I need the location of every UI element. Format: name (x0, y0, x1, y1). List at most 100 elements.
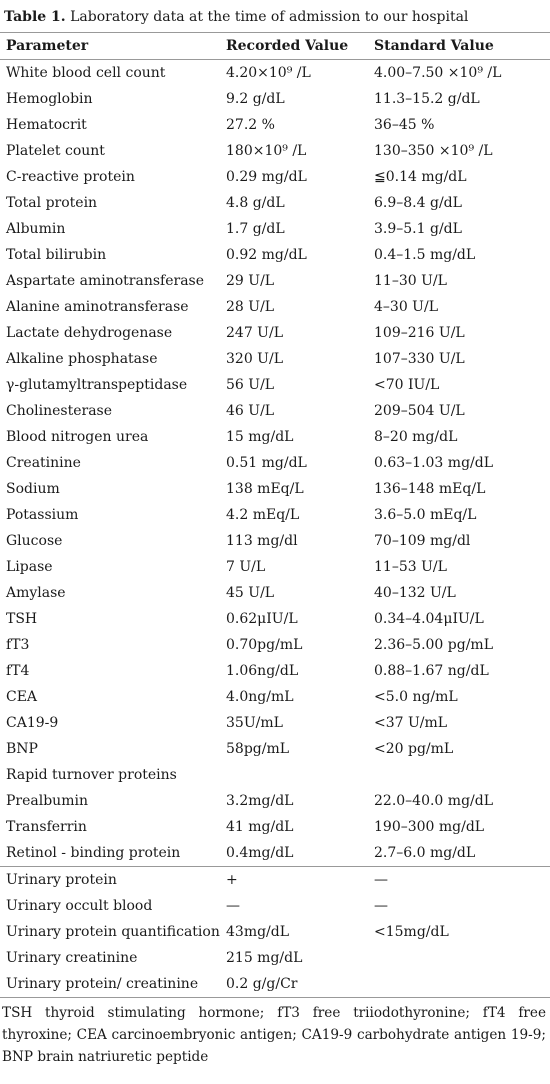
table-cell: 43mg/dL (226, 923, 290, 940)
table-row: Blood nitrogen urea 15 mg/dL 8–20 mg/dL (0, 424, 550, 450)
table-cell: 56 U/L (226, 376, 275, 393)
table-cell: 0.92 mg/dL (226, 246, 307, 263)
table-row: Hematocrit 27.2 % 36–45 % (0, 112, 550, 138)
footnote: TSH thyroid stimulating hormone; fT3 fre… (2, 1005, 546, 1065)
table-row: Lipase 7 U/L 11–53 U/L (0, 554, 550, 580)
table-cell: 0.51 mg/dL (226, 454, 307, 471)
table-cell: 180×10⁹ /L (226, 142, 307, 159)
table-cell: 113 mg/dl (226, 532, 298, 549)
table-row: Total bilirubin 0.92 mg/dL 0.4–1.5 mg/dL (0, 242, 550, 268)
table-cell: Blood nitrogen urea (6, 428, 149, 445)
table-cell: 130–350 ×10⁹ /L (374, 142, 493, 159)
table-cell: 2.7–6.0 mg/dL (374, 844, 476, 861)
table-cell: 3.6–5.0 mEq/L (374, 506, 477, 523)
table-cell: CA19-9 (6, 714, 59, 731)
table-cell: Cholinesterase (6, 402, 113, 419)
table-cell: 22.0–40.0 mg/dL (374, 792, 494, 809)
empty-cell (368, 945, 550, 971)
table-cell: 3.2mg/dL (226, 792, 294, 809)
table-cell: Aspartate aminotransferase (6, 272, 205, 289)
table-cell: TSH (6, 610, 38, 627)
table-cell: 35U/mL (226, 714, 283, 731)
table-row: Potassium 4.2 mEq/L 3.6–5.0 mEq/L (0, 502, 550, 528)
table-cell: 0.62μIU/L (226, 610, 298, 627)
table-cell: <20 pg/mL (374, 740, 454, 757)
table-cell: Prealbumin (6, 792, 88, 809)
table-cell: Platelet count (6, 142, 105, 159)
table-cell: 136–148 mEq/L (374, 480, 486, 497)
table-cell: Sodium (6, 480, 60, 497)
table-cell: 215 mg/dL (226, 949, 303, 966)
table-cell: 40–132 U/L (374, 584, 456, 601)
table-cell: 11–30 U/L (374, 272, 447, 289)
table-row: TSH 0.62μIU/L 0.34–4.04μIU/L (0, 606, 550, 632)
table-row: Alanine aminotransferase 28 U/L 4–30 U/L (0, 294, 550, 320)
table-cell: BNP (6, 740, 38, 757)
title-label: Table 1. (4, 9, 66, 25)
table-cell: 9.2 g/dL (226, 90, 285, 107)
table-cell: Hemoglobin (6, 90, 93, 107)
table-row: C-reactive protein 0.29 mg/dL ≦0.14 mg/dL (0, 164, 550, 190)
table-cell: — (374, 897, 388, 914)
table-cell: 6.9–8.4 g/dL (374, 194, 462, 211)
table-cell: + (220, 866, 368, 893)
table-cell: 11–53 U/L (374, 558, 447, 575)
table-cell: 11.3–15.2 g/dL (374, 90, 480, 107)
table-cell: <70 IU/L (374, 376, 440, 393)
table-title: Table 1. Laboratory data at the time of … (0, 0, 550, 33)
table-row: Alkaline phosphatase 320 U/L 107–330 U/L (0, 346, 550, 372)
table-cell: CEA (6, 688, 38, 705)
table-cell: 36–45 % (374, 116, 435, 133)
table-cell: 0.4mg/dL (226, 844, 294, 861)
header-cell: Parameter (0, 33, 220, 60)
table-cell: Creatinine (6, 454, 81, 471)
table-row: Sodium 138 mEq/L 136–148 mEq/L (0, 476, 550, 502)
table-cell: 27.2 % (226, 116, 275, 133)
header-row: Parameter Recorded Value Standard Value (0, 33, 550, 60)
table-cell: fT3 (6, 636, 30, 653)
table-cell: 107–330 U/L (374, 350, 465, 367)
header-cell: Recorded Value (220, 33, 368, 60)
table-row: Cholinesterase 46 U/L 209–504 U/L (0, 398, 550, 424)
table-cell: — (368, 866, 550, 893)
table-row: fT4 1.06ng/dL 0.88–1.67 ng/dL (0, 658, 550, 684)
table-cell: γ-glutamyltranspeptidase (6, 376, 188, 393)
table-row: Urinary protein/ creatinine 0.2 g/g/Cr (0, 971, 550, 998)
table-row: Retinol - binding protein 0.4mg/dL 2.7–6.0… (0, 840, 550, 867)
table-cell: 4–30 U/L (374, 298, 438, 315)
table-cell: Alanine aminotransferase (6, 298, 189, 315)
table-cell: Total protein (6, 194, 98, 211)
table-row: Urinary creatinine 215 mg/dL (0, 945, 550, 971)
table-cell: Rapid turnover proteins (6, 766, 177, 783)
table-cell: 0.4–1.5 mg/dL (374, 246, 476, 263)
table-cell: Hematocrit (6, 116, 87, 133)
lab-table: Parameter Recorded Value Standard Value Wh… (0, 33, 550, 998)
table-cell: 138 mEq/L (226, 480, 304, 497)
table-section: White blood cell count 4.20×10⁹ /L 4.00–7.… (0, 60, 550, 867)
table-row: White blood cell count 4.20×10⁹ /L 4.00–7.… (0, 60, 550, 87)
table-cell: 4.00–7.50 ×10⁹ /L (374, 64, 502, 81)
table-cell: Transferrin (6, 818, 87, 835)
table-row: Amylase 45 U/L 40–132 U/L (0, 580, 550, 606)
table-cell: 58pg/mL (226, 740, 290, 757)
table-cell: Albumin (6, 220, 66, 237)
title-text: Laboratory data at the time of admission… (70, 9, 469, 25)
table-cell: 0.88–1.67 ng/dL (374, 662, 489, 679)
table-cell: 15 mg/dL (226, 428, 294, 445)
table-cell: <5.0 ng/mL (374, 688, 458, 705)
table-row: Urinary occult blood — — (0, 893, 550, 919)
table-cell: 2.36–5.00 pg/mL (374, 636, 494, 653)
table-cell: 70–109 mg/dl (374, 532, 471, 549)
table-cell: 28 U/L (226, 298, 275, 315)
table-cell: 4.0ng/mL (226, 688, 294, 705)
table-cell: 29 U/L (226, 272, 275, 289)
table-cell: Urinary occult blood (6, 897, 153, 914)
table-row: Creatinine 0.51 mg/dL 0.63–1.03 mg/dL (0, 450, 550, 476)
table-cell: 3.9–5.1 g/dL (374, 220, 462, 237)
table-cell: Potassium (6, 506, 79, 523)
table-cell: White blood cell count (6, 64, 166, 81)
table-row: Urinary protein + — (0, 866, 550, 893)
table-cell: ≦0.14 mg/dL (374, 168, 467, 185)
empty-cell (368, 971, 550, 998)
